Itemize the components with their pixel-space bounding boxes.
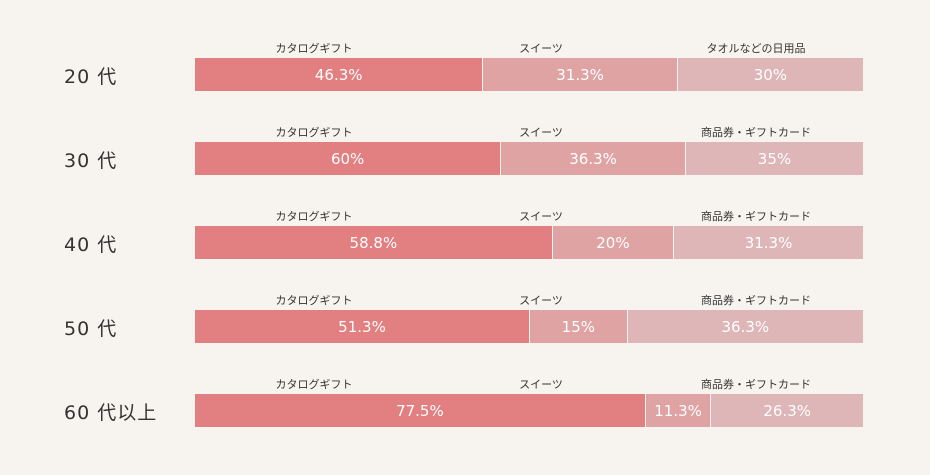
- row-label: 20 代: [64, 66, 118, 88]
- category-label: 商品券・ギフトカード: [701, 294, 811, 307]
- category-label: 商品券・ギフトカード: [701, 378, 811, 391]
- bar-segment: 60%: [195, 142, 501, 175]
- category-label: カタログギフト: [275, 42, 353, 55]
- bar-segment: 36.3%: [626, 310, 863, 343]
- bar-segment: 31.3%: [482, 58, 677, 91]
- stacked-bar: 46.3% 31.3% 30%: [195, 58, 863, 91]
- category-label: 商品券・ギフトカード: [701, 210, 811, 223]
- category-label: 商品券・ギフトカード: [701, 126, 811, 139]
- category-label: スイーツ: [519, 294, 563, 307]
- bar-segment: 51.3%: [195, 310, 529, 343]
- row-label: 30 代: [64, 150, 118, 172]
- category-label: カタログギフト: [275, 126, 353, 139]
- stacked-bar: 60% 36.3% 35%: [195, 142, 863, 175]
- row-label: 60 代以上: [64, 402, 158, 424]
- bar-segment: 31.3%: [673, 226, 863, 259]
- category-label: スイーツ: [519, 378, 563, 391]
- bar-segment: 35%: [684, 142, 863, 175]
- category-label: カタログギフト: [275, 210, 353, 223]
- stacked-bar: 51.3% 15% 36.3%: [195, 310, 863, 343]
- bar-segment: 20%: [551, 226, 674, 259]
- category-label: カタログギフト: [275, 378, 353, 391]
- category-label: スイーツ: [519, 126, 563, 139]
- bar-segment: 15%: [529, 310, 627, 343]
- bar-segment: 30%: [676, 58, 863, 91]
- bar-segment: 11.3%: [644, 394, 711, 427]
- bar-segment: 46.3%: [195, 58, 483, 91]
- bar-segment: 58.8%: [195, 226, 552, 259]
- stacked-bar: 58.8% 20% 31.3%: [195, 226, 863, 259]
- row-label: 40 代: [64, 234, 118, 256]
- bar-segment: 26.3%: [710, 394, 863, 427]
- category-label: カタログギフト: [275, 294, 353, 307]
- bar-segment: 36.3%: [500, 142, 685, 175]
- category-label: スイーツ: [519, 42, 563, 55]
- stacked-bar: 77.5% 11.3% 26.3%: [195, 394, 863, 427]
- row-label: 50 代: [64, 318, 118, 340]
- bar-segment: 77.5%: [195, 394, 645, 427]
- category-label: タオルなどの日用品: [706, 42, 806, 55]
- category-label: スイーツ: [519, 210, 563, 223]
